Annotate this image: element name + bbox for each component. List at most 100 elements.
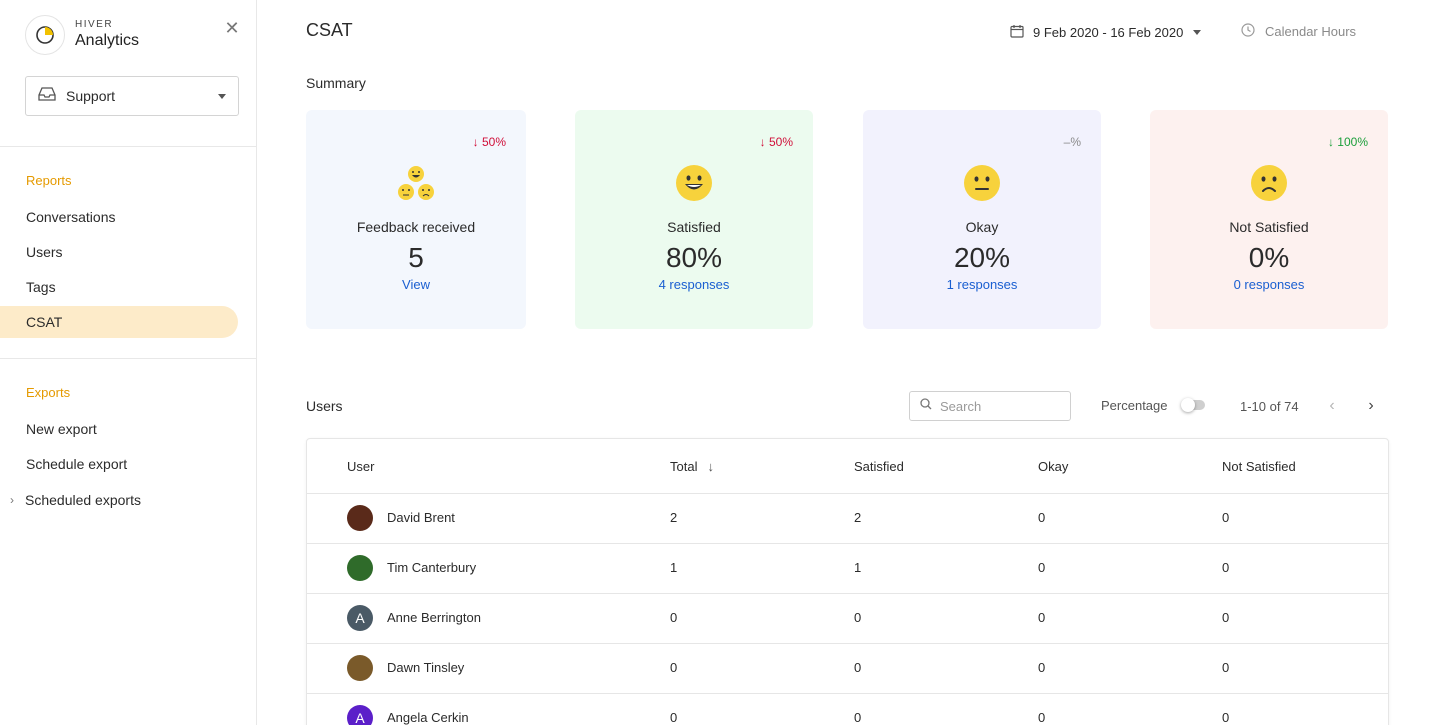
divider [0, 146, 256, 147]
neutral-face-icon [863, 165, 1101, 201]
search-icon [920, 397, 932, 415]
view-feedback-link[interactable]: View [402, 277, 430, 292]
card-title: Satisfied [667, 219, 721, 235]
chevron-down-icon [1193, 29, 1202, 35]
column-label: Total [670, 459, 698, 474]
not-satisfied-cell: 0 [1222, 610, 1230, 625]
satisfied-cell: 0 [854, 660, 862, 675]
close-icon[interactable]: ✕ [224, 18, 240, 38]
card-value: 20% [953, 242, 1011, 273]
column-header-user[interactable]: User [347, 459, 375, 474]
satisfied-responses-link[interactable]: 4 responses [658, 277, 730, 292]
delta-badge: –% [1063, 135, 1081, 149]
not-satisfied-card: ↓ 100% Not Satisfied 0% [1150, 110, 1388, 329]
satisfied-cell: 0 [854, 710, 862, 725]
card-value: 0% [1248, 242, 1290, 273]
column-header-not-satisfied[interactable]: Not Satisfied [1222, 459, 1296, 474]
total-cell: 0 [670, 710, 678, 725]
brand-product: Analytics [75, 32, 140, 49]
total-cell: 0 [670, 660, 678, 675]
sidebar-item-users[interactable]: Users [26, 244, 63, 260]
sidebar-item-new-export[interactable]: New export [26, 421, 97, 437]
divider [0, 358, 256, 359]
column-header-total[interactable]: Total ↓ [670, 459, 714, 474]
card-title: Okay [965, 219, 999, 235]
hiver-logo-icon [25, 15, 65, 55]
table-header: User Total ↓ Satisfied Okay Not Satisfied [307, 439, 1388, 494]
sidebar-item-csat[interactable]: CSAT [0, 306, 238, 338]
avatar [347, 655, 373, 681]
okay-card: –% Okay 20% [863, 110, 1101, 329]
calendar-icon [1010, 24, 1024, 41]
table-row[interactable]: A Angela Cerkin 0 0 0 0 [307, 694, 1388, 725]
total-cell: 1 [670, 560, 678, 575]
user-name: Dawn Tinsley [387, 660, 465, 675]
table-row[interactable]: Dawn Tinsley 0 0 0 0 [307, 644, 1388, 694]
prev-page-button[interactable]: ‹ [1329, 397, 1335, 414]
sidebar-item-tags[interactable]: Tags [26, 279, 56, 295]
delta-badge: ↓ 50% [759, 135, 793, 149]
search-box[interactable] [909, 391, 1071, 421]
table-row[interactable]: David Brent 2 2 0 0 [307, 494, 1388, 544]
user-name: Angela Cerkin [387, 710, 469, 725]
avatar [347, 505, 373, 531]
table-row[interactable]: A Anne Berrington 0 0 0 0 [307, 594, 1388, 644]
total-cell: 2 [670, 510, 678, 525]
users-table: User Total ↓ Satisfied Okay Not Satisfied… [306, 438, 1389, 725]
next-page-button[interactable]: › [1368, 397, 1374, 414]
main-content: CSAT 9 Feb 2020 - 16 Feb 2020 Calendar H… [257, 0, 1438, 725]
search-input[interactable] [940, 398, 1060, 414]
okay-cell: 0 [1038, 710, 1046, 725]
percentage-toggle[interactable] [1181, 398, 1205, 412]
satisfied-card: ↓ 50% Satisfied 80% [575, 110, 813, 329]
satisfied-cell: 2 [854, 510, 862, 525]
column-header-okay[interactable]: Okay [1038, 459, 1069, 474]
okay-responses-link[interactable]: 1 responses [946, 277, 1018, 292]
okay-cell: 0 [1038, 610, 1046, 625]
calendar-hours-toggle[interactable]: Calendar Hours [1241, 22, 1356, 40]
okay-cell: 0 [1038, 510, 1046, 525]
sidebar: HIVER Analytics ✕ Support Reports Conver… [0, 0, 257, 725]
chevron-right-icon: › [10, 493, 14, 507]
table-row[interactable]: Tim Canterbury 1 1 0 0 [307, 544, 1388, 594]
total-cell: 0 [670, 610, 678, 625]
users-heading: Users [306, 398, 343, 414]
percentage-label: Percentage [1101, 398, 1168, 413]
date-range-picker[interactable]: 9 Feb 2020 - 16 Feb 2020 [1010, 22, 1202, 42]
satisfied-cell: 0 [854, 610, 862, 625]
card-value: 80% [665, 242, 723, 273]
mailbox-select[interactable]: Support [25, 76, 239, 116]
column-header-satisfied[interactable]: Satisfied [854, 459, 904, 474]
sidebar-item-conversations[interactable]: Conversations [26, 209, 116, 225]
feedback-received-card: ↓ 50% Feedback received 5 [306, 110, 526, 329]
user-name: David Brent [387, 510, 455, 525]
not-satisfied-responses-link[interactable]: 0 responses [1233, 277, 1305, 292]
not-satisfied-cell: 0 [1222, 660, 1230, 675]
brand: HIVER Analytics [25, 15, 139, 55]
sad-face-icon [1150, 165, 1388, 201]
reports-section-title: Reports [26, 173, 72, 188]
card-title: Feedback received [356, 219, 476, 235]
card-value: 5 [408, 242, 424, 273]
avatar: A [347, 705, 373, 725]
emoji-group-icon [306, 165, 526, 201]
user-name: Tim Canterbury [387, 560, 477, 575]
delta-badge: ↓ 50% [472, 135, 506, 149]
not-satisfied-cell: 0 [1222, 710, 1230, 725]
sidebar-item-label: Scheduled exports [25, 492, 141, 508]
calendar-hours-label: Calendar Hours [1265, 23, 1357, 39]
avatar [347, 555, 373, 581]
user-name: Anne Berrington [387, 610, 481, 625]
brand-company: HIVER [75, 19, 114, 30]
exports-section-title: Exports [26, 385, 71, 400]
happy-face-icon [575, 165, 813, 201]
inbox-icon [38, 86, 56, 106]
card-title: Not Satisfied [1229, 219, 1309, 235]
mailbox-label: Support [66, 88, 116, 104]
pagination-count: 1-10 of 74 [1240, 399, 1299, 414]
summary-heading: Summary [306, 75, 366, 91]
sidebar-item-scheduled-exports[interactable]: › Scheduled exports [0, 484, 238, 516]
satisfied-cell: 1 [854, 560, 862, 575]
not-satisfied-cell: 0 [1222, 560, 1230, 575]
sidebar-item-schedule-export[interactable]: Schedule export [26, 456, 128, 472]
